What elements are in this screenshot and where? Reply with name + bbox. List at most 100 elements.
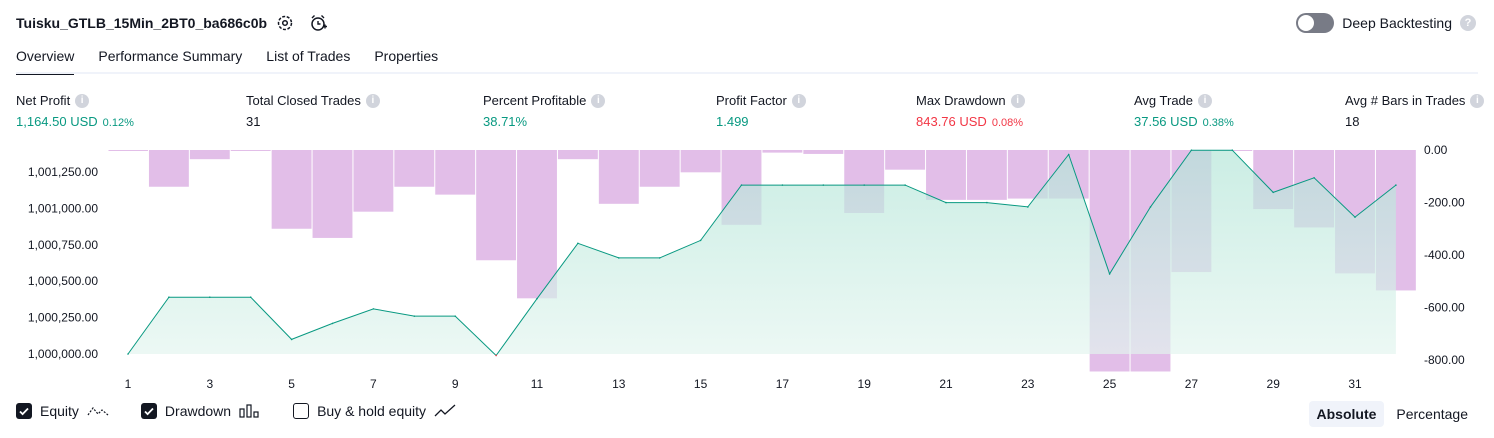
legend-buy-hold-equity[interactable]: Buy & hold equity	[293, 403, 456, 419]
equity-point	[331, 322, 334, 325]
equity-point	[127, 353, 129, 355]
tab-performance-summary[interactable]: Performance Summary	[98, 48, 243, 64]
toggle-knob	[1298, 15, 1315, 31]
drawdown-bar	[762, 150, 803, 153]
legend-drawdown[interactable]: Drawdown	[140, 403, 261, 419]
drawdown-bar	[803, 150, 844, 154]
equity-point	[658, 257, 661, 259]
equity-point	[536, 297, 538, 300]
left-axis-tick: 1,000,500.00	[28, 274, 98, 288]
drawdown-bar	[517, 150, 557, 299]
info-icon[interactable]: i	[75, 93, 90, 108]
display-mode-switch: Absolute Percentage	[1308, 401, 1477, 427]
strategy-name[interactable]: Tuisku_GTLB_15Min_2BT0_ba686c0b	[16, 15, 268, 31]
stat-value: 1.499	[716, 114, 749, 129]
stat-value: 37.56 USD	[1134, 114, 1198, 129]
help-question-icon[interactable]: ?	[1460, 15, 1476, 31]
settings-gear-icon[interactable]	[274, 12, 296, 34]
stat-label: Percent Profitable	[483, 93, 587, 108]
add-alert-clock-icon[interactable]	[308, 12, 330, 34]
stat-value: 18	[1345, 114, 1360, 129]
info-icon[interactable]: i	[1470, 93, 1485, 108]
equity-point	[699, 239, 702, 242]
info-icon[interactable]: i	[1010, 93, 1025, 108]
info-icon[interactable]: i	[1198, 93, 1213, 108]
stat-avg-trade: Avg Trade i 37.56 USD 0.38%	[1134, 93, 1234, 129]
left-axis-tick: 1,000,000.00	[28, 347, 98, 361]
left-axis-tick: 1,001,250.00	[28, 165, 98, 179]
stat-label: Avg Trade	[1134, 93, 1194, 108]
drawdown-checkbox[interactable]	[140, 403, 157, 419]
tab-properties[interactable]: Properties	[374, 48, 439, 64]
legend-equity[interactable]: Equity	[16, 403, 109, 419]
left-axis-tick: 1,001,000.00	[28, 201, 98, 215]
drawdown-bar	[885, 150, 926, 170]
x-axis-tick: 1	[125, 377, 132, 390]
drawdown-bar	[680, 150, 721, 173]
info-icon[interactable]: i	[791, 93, 806, 108]
info-icon[interactable]: i	[591, 93, 606, 108]
absolute-button[interactable]: Absolute	[1308, 401, 1385, 427]
drawdown-bar	[598, 150, 639, 204]
equity-point	[577, 242, 579, 245]
tab-bar: Overview Performance Summary List of Tra…	[16, 48, 438, 75]
equity-point	[1190, 149, 1193, 151]
equity-point	[863, 184, 865, 186]
drawdown-bar	[557, 150, 598, 160]
equity-point	[1354, 216, 1356, 218]
equity-point	[740, 184, 743, 186]
stat-total-closed-trades: Total Closed Trades i 31	[246, 93, 380, 129]
right-axis-tick: -200.00	[1424, 196, 1465, 210]
equity-checkbox[interactable]	[16, 403, 32, 419]
x-axis-tick: 31	[1348, 377, 1362, 390]
stat-profit-factor: Profit Factor i 1.499	[716, 93, 806, 129]
equity-point	[209, 296, 211, 299]
drawdown-bar	[312, 150, 353, 238]
equity-point	[1027, 206, 1029, 208]
stat-label: Total Closed Trades	[246, 93, 361, 108]
equity-point	[1395, 184, 1397, 186]
x-axis-tick: 13	[612, 377, 626, 390]
stat-percent: 0.12%	[102, 117, 134, 129]
buy-hold-checkbox[interactable]	[293, 403, 310, 419]
equity-point	[781, 184, 784, 186]
chart-legend: Equity Drawdown Buy & hold equity	[16, 403, 488, 419]
x-axis-tick: 7	[370, 377, 377, 390]
equity-point	[413, 315, 416, 317]
right-axis-tick: -800.00	[1424, 353, 1465, 367]
stat-percent: 0.08%	[991, 117, 1024, 129]
equity-line-icon	[87, 407, 109, 416]
stat-value: 31	[246, 114, 261, 129]
stat-net-profit: Net Profit i 1,164.50 USD 0.12%	[16, 93, 134, 129]
percentage-button[interactable]: Percentage	[1396, 406, 1468, 422]
equity-point	[1313, 177, 1315, 179]
equity-point	[290, 338, 293, 341]
x-axis-tick: 25	[1103, 377, 1117, 390]
equity-point	[1067, 153, 1070, 156]
x-axis-tick: 27	[1185, 377, 1199, 390]
deep-backtesting-label: Deep Backtesting	[1342, 15, 1452, 31]
equity-point	[454, 315, 457, 317]
stat-avg-bars-in-trades: Avg # Bars in Trades i 18	[1345, 93, 1485, 129]
equity-point	[372, 308, 375, 310]
drawdown-bar	[476, 150, 517, 261]
drawdown-bar	[435, 150, 476, 195]
equity-point	[249, 296, 252, 299]
x-axis-tick: 9	[452, 377, 459, 390]
tab-overview[interactable]: Overview	[16, 48, 75, 75]
stat-value: 1,164.50 USD	[16, 114, 98, 129]
drawdown-bar	[394, 150, 435, 187]
stat-label: Net Profit	[16, 93, 71, 108]
equity-point	[495, 354, 497, 357]
stat-value: 843.76 USD	[916, 114, 987, 129]
info-icon[interactable]: i	[365, 93, 380, 108]
drawdown-bar	[353, 150, 394, 212]
deep-backtesting-toggle[interactable]	[1296, 13, 1335, 33]
drawdown-bar	[230, 150, 271, 151]
equity-line	[127, 149, 1397, 357]
right-axis-tick: -600.00	[1424, 301, 1465, 315]
equity-drawdown-chart[interactable]: 1,000,000.00 1,000,250.00 1,000,500.00 1,00…	[0, 140, 1494, 390]
right-axis-tick: 0.00	[1424, 143, 1448, 157]
tab-list-of-trades[interactable]: List of Trades	[266, 48, 351, 64]
equity-point	[822, 184, 825, 186]
